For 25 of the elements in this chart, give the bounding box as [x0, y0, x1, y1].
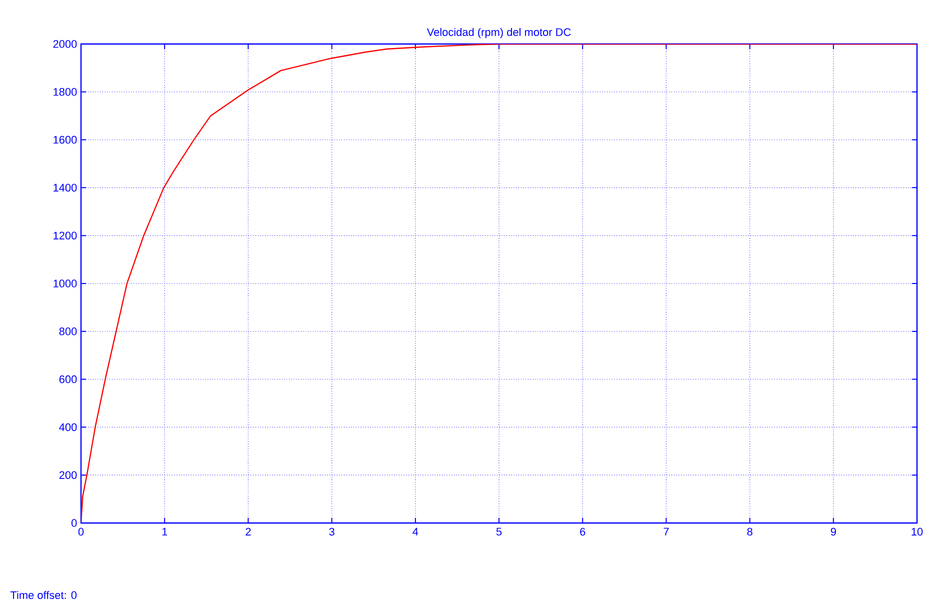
y-tick-label: 1200	[54, 232, 77, 240]
x-tick-label: 5	[496, 528, 502, 536]
y-tick-label: 1800	[54, 88, 77, 96]
x-tick-label: 10	[912, 528, 923, 536]
x-tick-label: 2	[246, 528, 251, 536]
x-tick-label: 8	[747, 528, 752, 536]
x-tick-label: 1	[162, 528, 168, 536]
y-tick-label: 800	[59, 328, 77, 336]
y-tick-label: 400	[59, 423, 77, 432]
y-tick-label: 600	[59, 375, 77, 384]
y-tick-label: 2000	[53, 40, 77, 48]
x-tick-label: 9	[830, 528, 836, 536]
x-tick-label: 0	[78, 528, 84, 536]
x-tick-label: 7	[664, 528, 669, 536]
y-tick-label: 1000	[54, 280, 77, 288]
text: Time offset: 0	[10, 590, 77, 600]
y-tick-label: 1400	[54, 184, 77, 192]
x-tick-label: 6	[580, 528, 586, 536]
y-tick-label: 1600	[54, 136, 77, 144]
y-tick-label: 0	[71, 519, 77, 527]
x-tick-label: 3	[329, 528, 334, 536]
line-series	[81, 44, 918, 523]
x-tick-label: 4	[412, 528, 418, 536]
chart-title: Velocidad (rpm) del motor DC	[426, 28, 571, 38]
y-tick-label: 200	[59, 471, 77, 479]
